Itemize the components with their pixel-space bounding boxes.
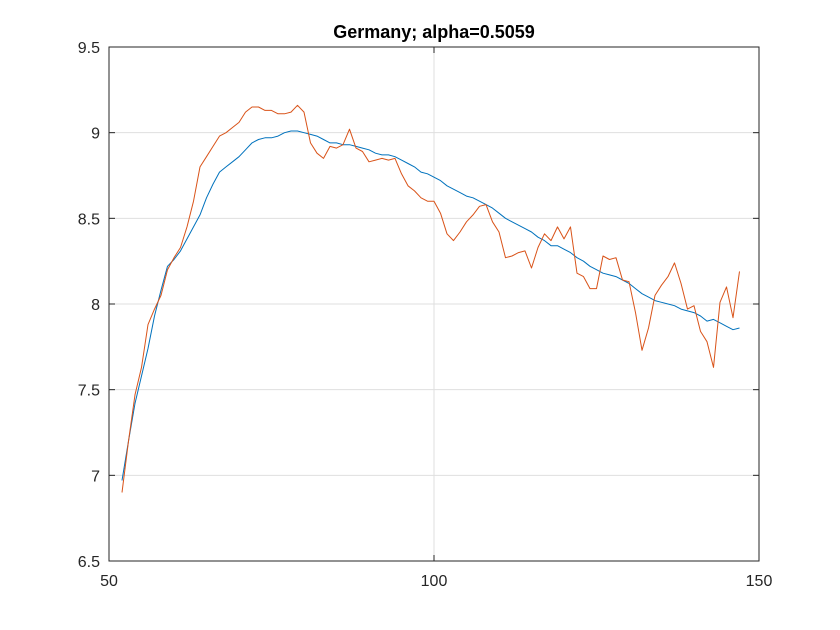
- y-tick-label: 7.5: [78, 383, 100, 400]
- y-tick-label: 9: [91, 126, 100, 143]
- x-tick-label: 150: [746, 573, 773, 590]
- y-tick-label: 8: [91, 297, 100, 314]
- chart-title: Germany; alpha=0.5059: [333, 22, 535, 42]
- data-series: [121, 104, 740, 493]
- y-tick-label: 6.5: [78, 554, 100, 571]
- axis-ticks: 50 100 150 6.5 7 7.5 8 8.5 9 9.5: [78, 40, 773, 590]
- y-tick-label: 9.5: [78, 40, 100, 57]
- series-line-1: [121, 130, 740, 481]
- x-tick-label: 50: [100, 573, 118, 590]
- x-tick-label: 100: [421, 573, 448, 590]
- y-tick-label: 8.5: [78, 211, 100, 228]
- y-tick-label: 7: [91, 468, 100, 485]
- series-line-2: [121, 104, 740, 493]
